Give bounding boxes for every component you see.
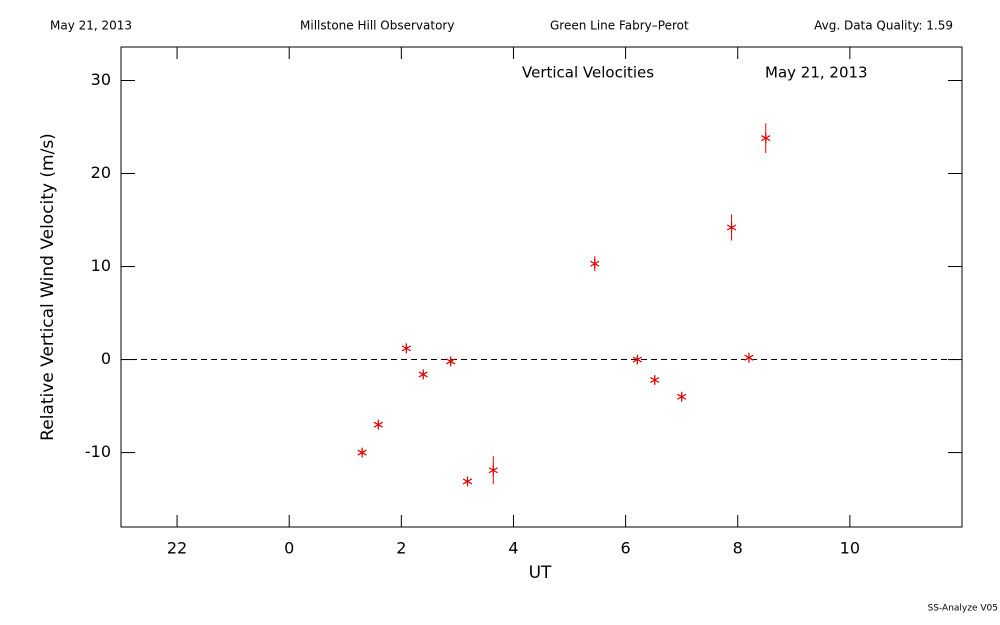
marker-stroke — [418, 371, 428, 378]
x-tick-label: 4 — [508, 539, 518, 558]
x-tick-label: 6 — [621, 539, 631, 558]
y-tick-label: 30 — [91, 70, 111, 89]
marker-stroke — [761, 135, 771, 142]
x-tick-label: 2 — [396, 539, 406, 558]
marker — [632, 354, 643, 365]
marker-stroke — [401, 345, 412, 352]
header-site: Millstone Hill Observatory — [300, 19, 454, 33]
marker — [446, 356, 456, 367]
marker-stroke — [650, 377, 660, 384]
marker — [462, 476, 473, 487]
y-axis-label: Relative Vertical Wind Velocity (m/s) — [38, 133, 58, 441]
marker — [373, 419, 383, 430]
y-tick-label: -10 — [85, 442, 111, 461]
marker — [677, 391, 687, 402]
marker — [401, 343, 412, 354]
y-tick-label: 20 — [91, 163, 111, 182]
x-tick-label: 10 — [840, 539, 860, 558]
marker-stroke — [446, 358, 456, 365]
marker-stroke — [462, 478, 473, 485]
marker — [761, 133, 771, 144]
annotation: May 21, 2013 — [765, 64, 868, 82]
footer: SS-Analyze V05 — [928, 604, 998, 614]
marker — [488, 465, 498, 476]
header-quality: Avg. Data Quality: 1.59 — [814, 19, 953, 33]
marker — [418, 369, 428, 380]
marker-stroke — [488, 467, 498, 474]
marker — [590, 258, 600, 269]
x-tick-label: 0 — [284, 539, 294, 558]
plot-frame — [120, 46, 963, 528]
x-tick-label: 8 — [733, 539, 743, 558]
marker-stroke — [744, 354, 754, 361]
x-axis-label: UT — [529, 563, 552, 583]
marker-stroke — [632, 356, 643, 363]
marker — [650, 375, 660, 386]
marker-stroke — [677, 393, 687, 400]
x-tick-label: 22 — [167, 539, 187, 558]
header-date: May 21, 2013 — [50, 19, 132, 33]
y-tick-label: 10 — [91, 256, 111, 275]
marker-stroke — [373, 421, 383, 428]
marker — [744, 352, 754, 363]
marker-stroke — [357, 449, 367, 456]
marker-stroke — [726, 224, 737, 231]
marker-stroke — [590, 260, 600, 267]
marker — [357, 447, 367, 458]
y-tick-label: 0 — [101, 349, 111, 368]
header-instrument: Green Line Fabry–Perot — [550, 19, 689, 33]
annotation: Vertical Velocities — [522, 64, 654, 82]
marker — [726, 222, 737, 233]
